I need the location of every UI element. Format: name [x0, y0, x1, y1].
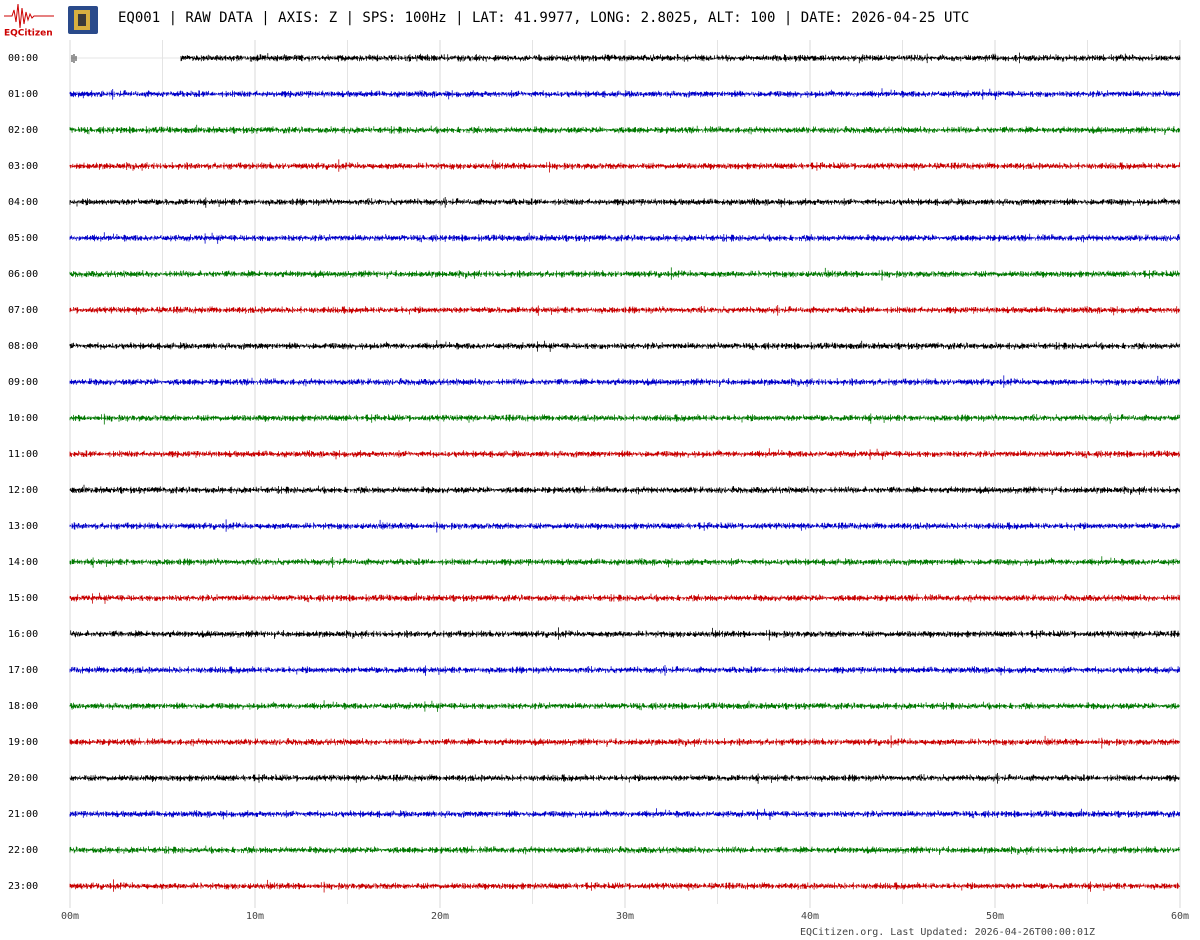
x-tick-label: 00m: [61, 911, 79, 922]
row-label: 09:00: [8, 377, 38, 388]
trace: [69, 700, 1180, 712]
trace: [69, 808, 1180, 820]
trace: [69, 305, 1180, 316]
row-label: 15:00: [8, 593, 38, 604]
x-tick-label: 20m: [431, 911, 449, 922]
trace: [69, 340, 1180, 352]
row-label: 08:00: [8, 341, 38, 352]
trace: [69, 879, 1180, 893]
trace: [69, 484, 1180, 495]
row-label: 04:00: [8, 197, 38, 208]
row-label: 19:00: [8, 737, 38, 748]
x-tick-label: 10m: [246, 911, 264, 922]
trace: [69, 627, 1180, 641]
trace: [69, 773, 1180, 784]
row-label: 17:00: [8, 665, 38, 676]
header-title: EQ001 | RAW DATA | AXIS: Z | SPS: 100Hz …: [118, 10, 969, 26]
trace: [69, 413, 1180, 425]
x-tick-label: 30m: [616, 911, 634, 922]
trace: [69, 375, 1180, 388]
logo-icon: [68, 6, 98, 34]
x-tick-label: 50m: [986, 911, 1004, 922]
row-label: 22:00: [8, 845, 38, 856]
row-label: 13:00: [8, 521, 38, 532]
trace: [69, 592, 1180, 604]
trace: [69, 267, 1180, 281]
trace: [69, 197, 1180, 208]
row-label: 20:00: [8, 773, 38, 784]
row-label: 06:00: [8, 269, 38, 280]
row-label: 18:00: [8, 701, 38, 712]
trace: [69, 845, 1180, 855]
trace: [69, 556, 1180, 568]
row-label: 02:00: [8, 125, 38, 136]
row-label: 16:00: [8, 629, 38, 640]
row-label: 12:00: [8, 485, 38, 496]
x-tick-label: 60m: [1171, 911, 1189, 922]
row-label: 23:00: [8, 881, 38, 892]
row-label: 11:00: [8, 449, 38, 460]
logo-text: EQCitizen: [4, 29, 53, 39]
trace: [69, 665, 1180, 676]
x-tick-label: 40m: [801, 911, 819, 922]
trace: [69, 124, 1180, 135]
trace: [71, 52, 1181, 64]
row-label: 00:00: [8, 53, 38, 64]
trace: [69, 519, 1180, 533]
logo-wave: [4, 3, 54, 29]
row-label: 03:00: [8, 161, 38, 172]
trace: [69, 735, 1180, 749]
row-label: 21:00: [8, 809, 38, 820]
row-label: 07:00: [8, 305, 38, 316]
trace: [69, 88, 1180, 100]
row-label: 01:00: [8, 89, 38, 100]
row-label: 14:00: [8, 557, 38, 568]
trace: [69, 448, 1180, 460]
trace: [69, 159, 1180, 173]
row-label: 05:00: [8, 233, 38, 244]
row-label: 10:00: [8, 413, 38, 424]
trace: [69, 232, 1180, 244]
footer: EQCitizen.org. Last Updated: 2026-04-26T…: [800, 927, 1095, 938]
